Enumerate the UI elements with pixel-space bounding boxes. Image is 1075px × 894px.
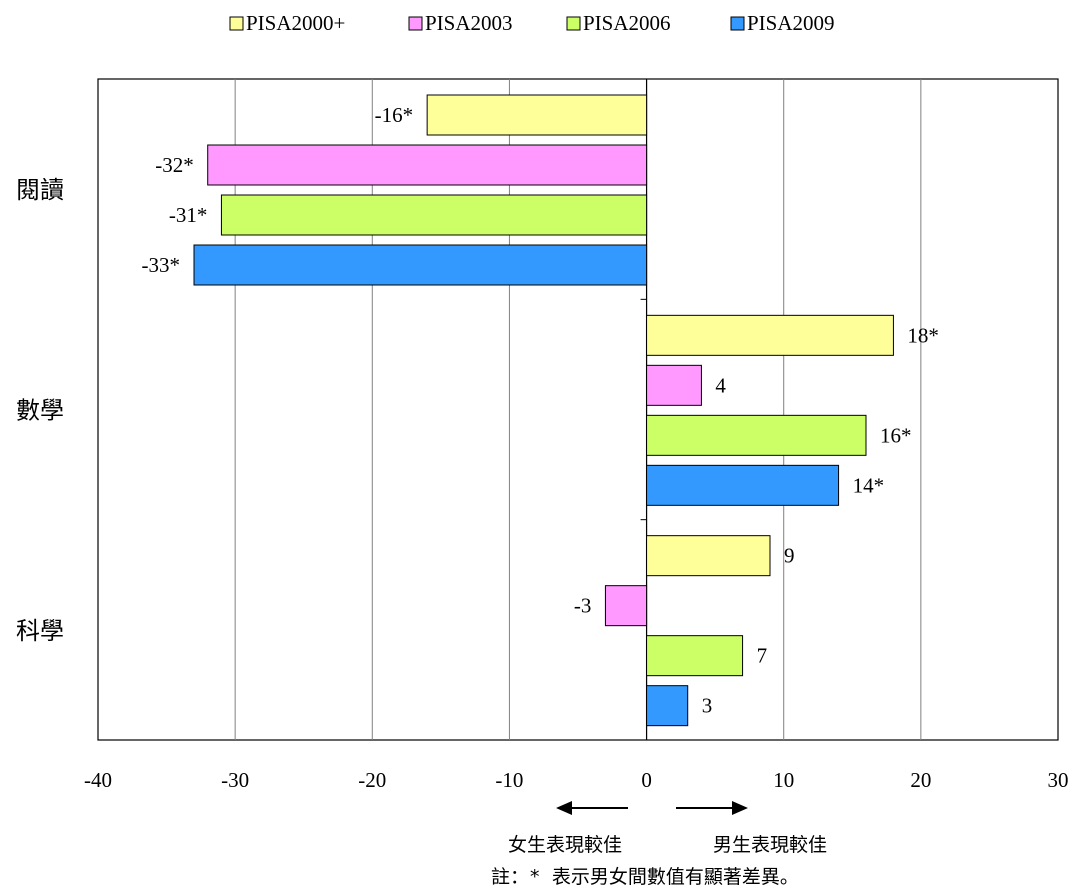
category-ticks [640,298,647,521]
bar [646,685,689,727]
data-label: -3 [574,594,592,618]
x-tick-label: -30 [221,768,249,792]
x-tick-label: -40 [84,768,112,792]
legend-label: PISA2006 [583,11,671,35]
category-label: 閱讀 [16,176,64,204]
bar [646,314,894,356]
data-label: 4 [715,373,726,397]
bar [646,535,771,577]
data-label: -16* [375,103,414,127]
plot-frame [97,78,1059,741]
legend-swatch [408,16,423,31]
data-label: -32* [155,153,194,177]
bar [426,94,648,136]
plot-area: -16* -32* -31* -33* 18* 4 16* 14* 9 -3 7 3 [97,78,1059,741]
legend-swatch [229,16,244,31]
legend-label: PISA2003 [425,11,513,35]
data-label: -33* [142,253,181,277]
x-tick-label: 0 [641,768,652,792]
data-labels: -16* -32* -31* -33* 18* 4 16* 14* 9 -3 7 3 [142,103,939,718]
bar [646,414,867,456]
legend-label: PISA2000+ [246,11,345,35]
x-tick-label: 30 [1048,768,1069,792]
bars [193,94,894,727]
x-axis-tick-labels: -40 -30 -20 -10 0 10 20 30 [84,768,1069,792]
data-label: 14* [853,473,885,497]
right-arrow [676,801,748,815]
x-tick-label: 10 [773,768,794,792]
gridlines [234,79,922,740]
data-label: 9 [784,544,795,568]
data-label: 3 [702,694,713,718]
legend-label: PISA2009 [747,11,835,35]
legend: PISA2000+ PISA2003 PISA2006 PISA2009 [229,11,835,35]
bar [646,464,840,506]
data-label: -31* [169,203,208,227]
significance-note: 註：* 表示男女間數值有顯著差異。 [491,866,799,888]
bar [220,194,648,236]
x-tick-label: -10 [495,768,523,792]
bar [646,364,702,406]
category-label: 數學 [16,397,64,425]
category-label: 科學 [16,617,64,645]
bar [193,244,648,286]
legend-swatch [566,16,581,31]
left-arrow-label: 女生表現較佳 [508,834,622,856]
data-label: 7 [757,644,768,668]
right-arrow-label: 男生表現較佳 [713,834,827,856]
legend-swatch [730,16,745,31]
data-label: 16* [880,423,912,447]
x-tick-label: 20 [910,768,931,792]
data-label: 18* [907,323,939,347]
left-arrow [556,801,628,815]
x-tick-label: -20 [358,768,386,792]
bar [604,585,648,627]
bar [646,635,744,677]
bar [207,144,648,186]
